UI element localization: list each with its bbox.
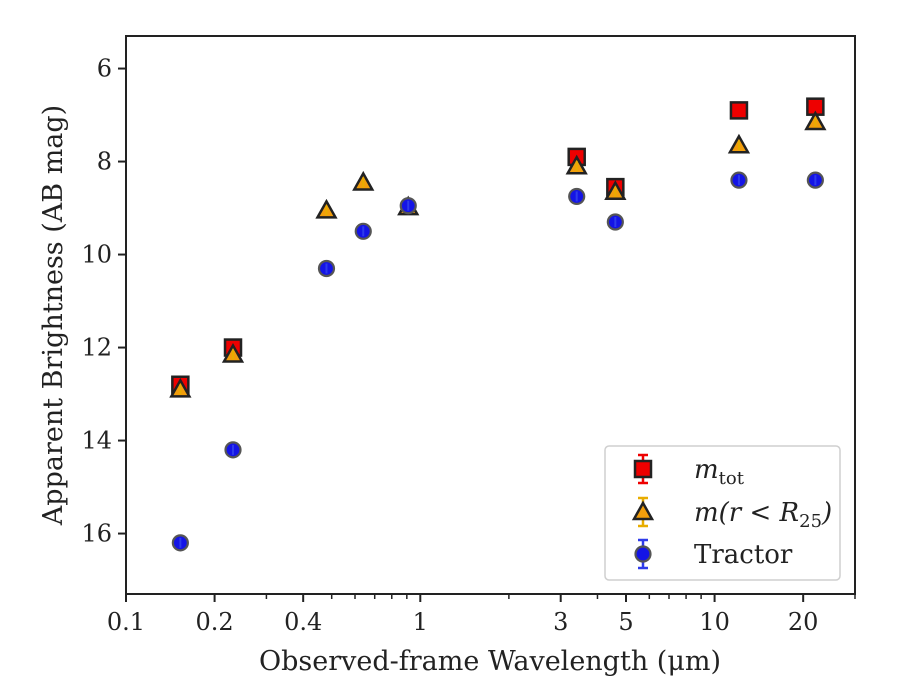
legend-marker-square <box>633 459 653 479</box>
legend-label: Tractor <box>694 540 793 570</box>
legend-marker-triangle <box>631 500 655 521</box>
legend-box <box>604 445 841 581</box>
series-2 <box>171 171 824 552</box>
x-tick-label: 20 <box>788 608 819 636</box>
x-axis-label: Observed-frame Wavelength (μm) <box>259 646 721 677</box>
y-tick-label: 10 <box>81 241 112 269</box>
series-1 <box>169 110 827 398</box>
y-tick-label: 6 <box>97 55 112 83</box>
x-axis-ticks: 0.1 0.2 0.4 1 3 5 10 20 <box>107 594 856 636</box>
y-axis-ticks: 6 8 10 12 14 16 <box>81 55 126 548</box>
series-0 <box>171 97 825 394</box>
data-points-layer <box>169 97 827 552</box>
legend-item: mtot <box>633 453 745 489</box>
y-tick-label: 14 <box>81 427 112 455</box>
x-tick-label: 0.2 <box>196 608 234 636</box>
y-tick-label: 12 <box>81 334 112 362</box>
legend-item: Tractor <box>634 538 793 570</box>
legend-label: mtot <box>694 455 745 489</box>
legend: mtot m(r < R25) Tractor <box>604 445 841 581</box>
legend-label: m(r < R25) <box>694 498 832 532</box>
legend-marker-circle <box>634 545 652 563</box>
x-tick-label: 5 <box>618 608 633 636</box>
x-tick-label: 0.1 <box>107 608 145 636</box>
x-tick-label: 10 <box>699 608 730 636</box>
x-tick-label: 0.4 <box>284 608 322 636</box>
legend-item: m(r < R25) <box>631 496 832 532</box>
plot-frame <box>125 35 856 595</box>
x-tick-label: 1 <box>413 608 428 636</box>
y-tick-label: 8 <box>97 148 112 176</box>
y-tick-label: 16 <box>81 520 112 548</box>
y-axis-label: Apparent Brightness (AB mag) <box>38 105 69 526</box>
x-tick-label: 3 <box>553 608 568 636</box>
